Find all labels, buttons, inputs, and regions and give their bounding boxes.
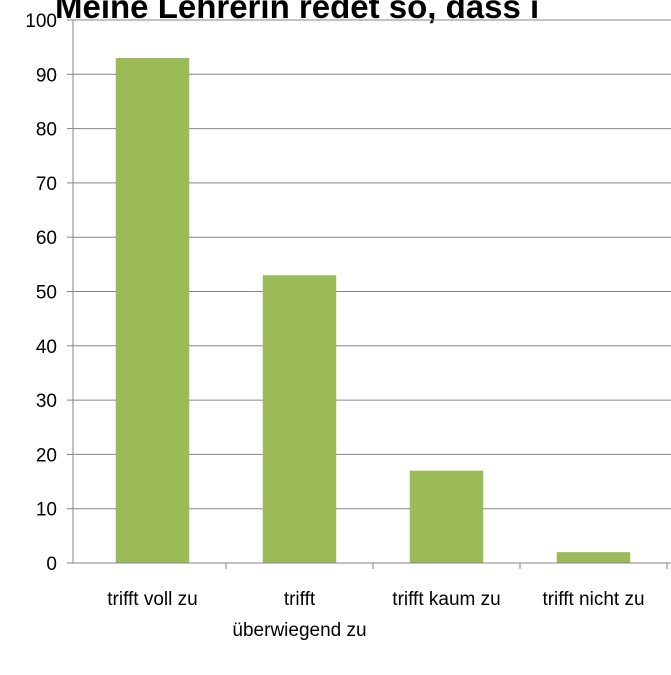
x-tick-label: trifft nicht zu	[542, 589, 644, 610]
chart-title: Meine Lehrerin redet so, dass i	[55, 0, 539, 25]
y-tick-label: 10	[36, 500, 57, 521]
y-tick-label: 90	[36, 65, 57, 86]
x-tick-label: trifft überwiegend zu	[232, 589, 366, 641]
y-tick-label: 20	[36, 445, 57, 466]
x-tick-label: trifft kaum zu	[392, 589, 500, 610]
y-tick-label: 60	[36, 228, 57, 249]
y-tick-label: 100	[25, 11, 57, 32]
bar	[262, 275, 337, 563]
y-tick-label: 40	[36, 337, 57, 358]
x-tick-label: trifft voll zu	[107, 589, 197, 610]
y-tick-label: 0	[46, 554, 57, 575]
y-tick-label: 80	[36, 120, 57, 141]
y-tick-label: 70	[36, 174, 57, 195]
bar	[556, 552, 631, 563]
bar	[115, 58, 190, 563]
y-tick-label: 30	[36, 391, 57, 412]
y-tick-label: 50	[36, 283, 57, 304]
bar	[409, 470, 484, 563]
